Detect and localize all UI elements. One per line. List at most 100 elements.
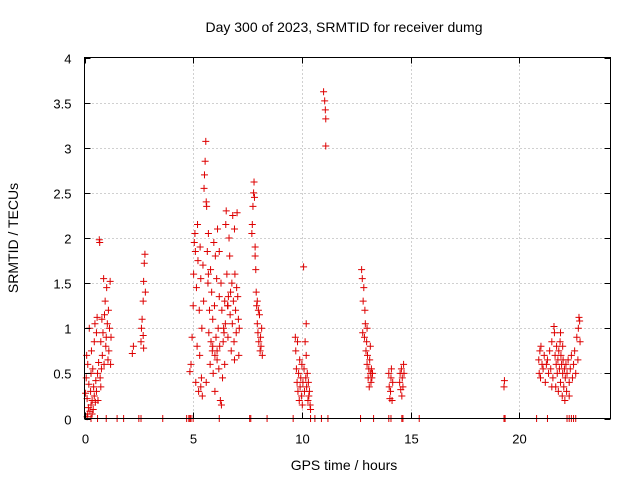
data-point — [249, 202, 257, 210]
data-point — [321, 97, 329, 105]
data-point — [551, 351, 559, 359]
data-point — [217, 279, 225, 287]
y-tick-label: 4 — [64, 52, 71, 67]
data-point — [541, 378, 549, 386]
data-point — [301, 338, 309, 346]
data-point — [223, 270, 231, 278]
data-point — [398, 392, 406, 400]
data-point — [258, 351, 266, 359]
data-point — [222, 220, 230, 228]
data-point — [94, 396, 102, 404]
data-point — [96, 239, 104, 247]
data-point — [88, 410, 96, 418]
data-point — [221, 360, 229, 368]
data-point — [190, 239, 198, 247]
data-point — [228, 279, 236, 287]
data-point — [561, 396, 569, 404]
data-point — [219, 338, 227, 346]
data-point — [254, 329, 262, 337]
data-point — [500, 377, 508, 385]
data-point — [548, 338, 556, 346]
data-point — [576, 317, 584, 325]
y-tick-label: 3.5 — [53, 97, 71, 112]
data-point — [140, 259, 148, 267]
data-point — [296, 356, 304, 364]
data-point — [194, 257, 202, 265]
data-point — [302, 351, 310, 359]
data-point — [213, 356, 221, 364]
data-point — [96, 374, 104, 382]
data-point — [214, 225, 222, 233]
data-point — [537, 342, 545, 350]
data-point — [304, 396, 312, 404]
data-point — [200, 171, 208, 179]
data-point — [250, 193, 258, 201]
data-point — [363, 338, 371, 346]
data-point — [292, 347, 300, 355]
data-point — [387, 365, 395, 373]
data-point — [320, 88, 328, 96]
data-point — [212, 333, 220, 341]
data-point — [360, 333, 368, 341]
data-point — [307, 405, 315, 413]
data-point — [197, 383, 205, 391]
data-point — [387, 374, 395, 382]
data-point — [226, 252, 234, 260]
data-point — [226, 311, 234, 319]
data-point — [305, 387, 313, 395]
data-point — [248, 229, 256, 237]
data-point — [95, 359, 103, 367]
data-point — [361, 306, 369, 314]
data-point — [93, 313, 101, 321]
data-point — [138, 315, 146, 323]
data-point — [205, 329, 213, 337]
data-point — [561, 374, 569, 382]
data-point — [215, 293, 223, 301]
data-point — [251, 243, 259, 251]
data-point — [101, 297, 109, 305]
data-point — [192, 378, 200, 386]
data-point — [235, 351, 243, 359]
data-point — [235, 324, 243, 332]
data-point — [537, 374, 545, 382]
x-tick-label: 10 — [295, 432, 309, 447]
data-point — [385, 369, 393, 377]
data-point — [188, 333, 196, 341]
data-point — [257, 342, 265, 350]
data-point — [195, 387, 203, 395]
y-tick-label: 0 — [64, 413, 71, 428]
y-tick-label: 1 — [64, 322, 71, 337]
data-point — [575, 313, 583, 321]
data-point — [257, 333, 265, 341]
data-point — [141, 288, 149, 296]
data-point — [232, 329, 240, 337]
data-point — [99, 329, 107, 337]
data-point — [104, 356, 112, 364]
data-point — [204, 229, 212, 237]
data-point — [211, 252, 219, 260]
data-point — [140, 277, 148, 285]
data-point — [209, 342, 217, 350]
data-point — [297, 392, 305, 400]
data-point — [366, 342, 374, 350]
data-point — [385, 383, 393, 391]
data-point — [557, 351, 565, 359]
data-point — [294, 387, 302, 395]
data-point — [221, 320, 229, 328]
data-point — [396, 378, 404, 386]
data-point — [543, 356, 551, 364]
data-point — [218, 306, 226, 314]
data-point — [141, 250, 149, 258]
data-point — [84, 360, 92, 368]
data-point — [89, 365, 97, 373]
data-point — [560, 383, 568, 391]
data-point — [202, 137, 210, 145]
data-point — [556, 338, 564, 346]
data-point — [208, 288, 216, 296]
x-tick-label: 20 — [512, 432, 526, 447]
data-point — [230, 225, 238, 233]
y-tick-label: 3 — [64, 142, 71, 157]
data-point — [233, 209, 241, 217]
data-point — [359, 329, 367, 337]
data-point — [198, 392, 206, 400]
